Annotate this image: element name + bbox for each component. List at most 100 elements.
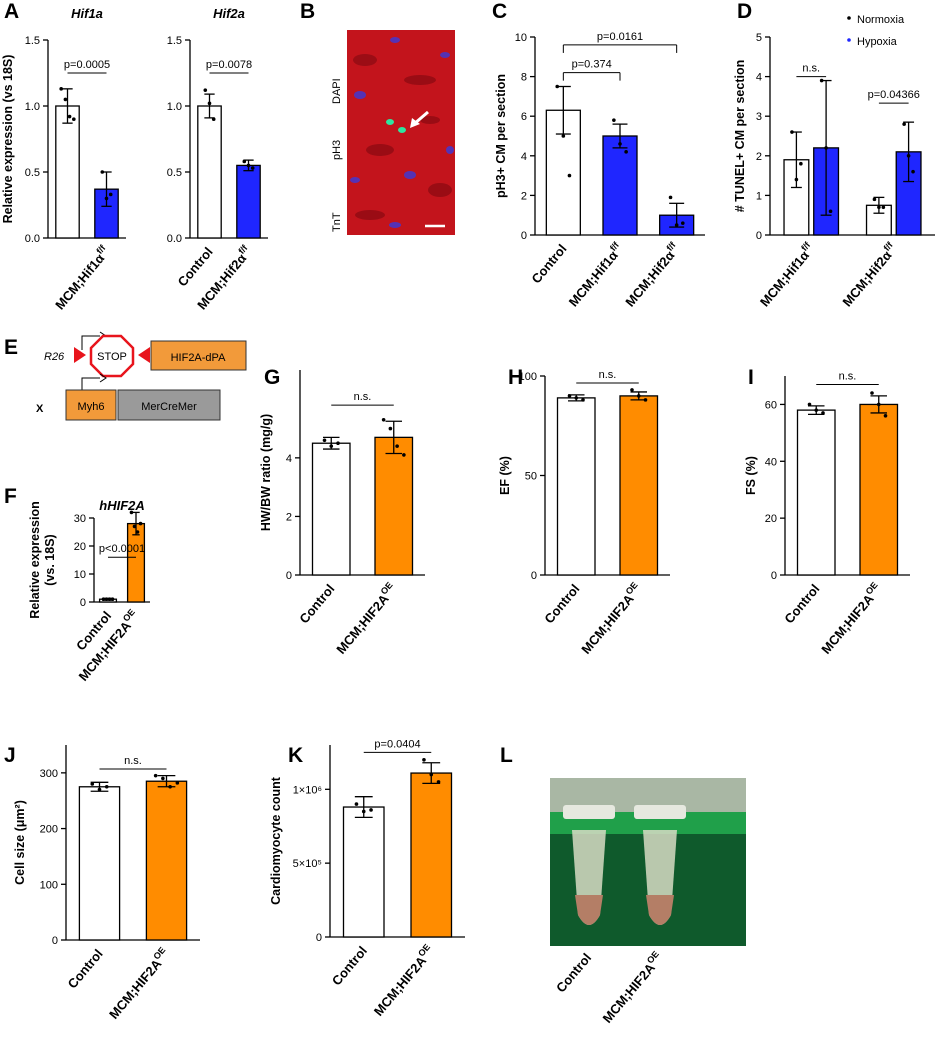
- y-tick-label: 0.0: [167, 233, 182, 245]
- data-point: [790, 130, 794, 134]
- panel-letter: C: [492, 0, 507, 23]
- data-point: [168, 784, 172, 789]
- gene-box: [150, 340, 247, 371]
- annotation: p=0.0005: [64, 59, 110, 71]
- data-point: [108, 192, 113, 197]
- panel-letter: F: [4, 485, 17, 508]
- y-tick-label: 0: [80, 597, 86, 609]
- panel-letter: A: [4, 0, 19, 23]
- data-point: [59, 87, 63, 91]
- data-point: [876, 402, 881, 407]
- y-tick-label: 8: [521, 72, 527, 84]
- x-tick-label-main: MCM;Hif1α: [52, 251, 107, 313]
- y-tick-label: 4: [756, 72, 762, 84]
- data-point: [138, 521, 143, 526]
- micrograph: [347, 30, 455, 235]
- bar: [619, 395, 659, 576]
- bar: [602, 135, 638, 236]
- data-point: [821, 411, 825, 415]
- panel-letter: J: [4, 744, 16, 767]
- promoter-box: [65, 389, 117, 421]
- data-point: [612, 118, 616, 122]
- bar: [311, 442, 351, 576]
- data-point: [422, 757, 426, 762]
- y-tick-label: 4: [286, 453, 292, 465]
- y-tick-label: 0.0: [25, 233, 40, 245]
- data-point: [674, 223, 679, 227]
- data-point: [175, 781, 180, 785]
- y-tick-label: 10: [74, 569, 86, 581]
- data-point: [361, 809, 366, 814]
- x-tick-label: Control: [528, 241, 569, 286]
- data-point: [824, 146, 828, 150]
- tube-cap: [563, 805, 615, 819]
- loxp: [138, 347, 150, 363]
- data-point: [680, 221, 685, 225]
- legend-marker: [847, 38, 851, 42]
- data-point: [381, 417, 386, 422]
- data-point: [870, 391, 874, 395]
- y-tick-label: 0: [286, 570, 292, 582]
- y-axis-label: Cell size (μm²): [13, 800, 27, 885]
- bar: [145, 780, 188, 941]
- data-point: [828, 209, 833, 214]
- x-tick-label: MCM;HIF2AOE: [369, 942, 437, 1019]
- bar: [78, 786, 121, 941]
- diagram-label: Myh6: [78, 401, 105, 413]
- y-axis-label: (vs. 18S): [43, 534, 57, 585]
- y-tick-label: 0: [756, 230, 762, 242]
- data-point: [883, 414, 888, 418]
- x-tick-label: Control: [541, 581, 582, 626]
- y-tick-label: 50: [525, 471, 537, 483]
- y-axis-label: FS (%): [744, 456, 758, 495]
- panel-letter: H: [508, 366, 523, 389]
- y-tick-label: 40: [765, 456, 777, 468]
- annotation: p=0.0161: [597, 31, 643, 43]
- y-tick-label: 2: [521, 190, 527, 202]
- data-point: [911, 169, 915, 174]
- pellet: [646, 895, 674, 925]
- data-point: [322, 438, 327, 443]
- y-tick-label: 200: [40, 824, 58, 836]
- data-point: [354, 802, 359, 806]
- photo: [550, 778, 746, 946]
- data-point: [161, 776, 165, 781]
- x-tick-label: Control: [329, 943, 370, 988]
- panel-letter: B: [300, 0, 315, 23]
- panel-letter: I: [748, 366, 754, 389]
- y-tick-label: 30: [74, 513, 86, 525]
- data-point: [369, 808, 373, 812]
- diagram-label: HIF2A-dPA: [171, 352, 226, 364]
- data-point: [67, 114, 72, 119]
- x-tick-label-main: MCM;HIF2A: [371, 953, 430, 1019]
- y-tick-label: 5×10⁵: [293, 858, 322, 870]
- annotation: n.s.: [839, 371, 857, 383]
- y-tick-label: 60: [765, 399, 777, 411]
- annotation: n.s.: [802, 63, 820, 75]
- x-tick-label-main: MCM;HIF2A: [818, 591, 877, 657]
- data-point: [329, 444, 334, 448]
- data-point: [819, 78, 824, 83]
- y-tick-label: 0: [771, 570, 777, 582]
- data-point: [636, 394, 641, 398]
- gene-box: [117, 389, 221, 421]
- bar: [342, 806, 385, 938]
- y-tick-label: 0: [531, 570, 537, 582]
- data-point: [207, 101, 212, 106]
- x-tick-label-main: MCM;HIF2A: [333, 591, 392, 657]
- x-tick-label-main: MCM;HIF2A: [578, 591, 637, 657]
- x-tick-label: MCM;Hif2αf/f: [838, 239, 901, 309]
- y-tick-label: 1×10⁶: [293, 784, 322, 796]
- panel-letter: L: [500, 744, 513, 767]
- legend-marker: [847, 16, 851, 20]
- x-tick-label: Control: [65, 946, 106, 991]
- data-point: [436, 780, 441, 784]
- data-point: [250, 166, 255, 170]
- y-tick-label: 0.5: [25, 167, 40, 179]
- x-tick-label: MCM;HIF2AOE: [332, 580, 400, 657]
- data-point: [881, 205, 886, 210]
- legend-label: Hypoxia: [857, 36, 898, 48]
- data-point: [211, 117, 216, 121]
- diagram-label: MerCreMer: [141, 401, 197, 413]
- data-point: [618, 142, 622, 146]
